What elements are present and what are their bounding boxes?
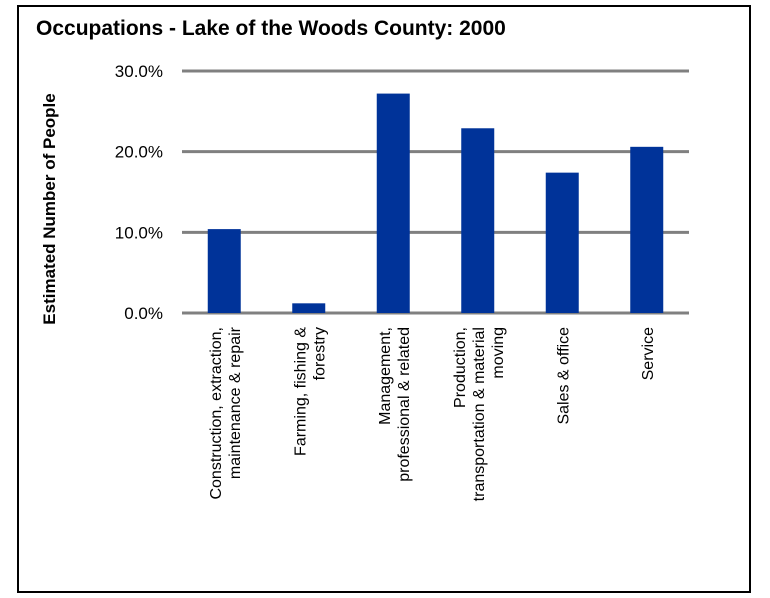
y-tick-label: 20.0% bbox=[115, 143, 163, 162]
x-tick-label: Production, transportation & material movi… bbox=[452, 327, 507, 501]
x-tick-label: Farming, fishing & forestry bbox=[292, 327, 328, 456]
x-tick-label: Sales & office bbox=[555, 327, 572, 425]
chart-title: Occupations - Lake of the Woods County: … bbox=[36, 17, 506, 40]
y-tick-label: 10.0% bbox=[115, 223, 163, 242]
bar bbox=[630, 146, 664, 313]
x-tick-label: Management, professional & related bbox=[377, 327, 413, 482]
bar bbox=[545, 172, 579, 313]
bar bbox=[376, 93, 410, 313]
bar bbox=[292, 303, 326, 313]
x-tick-label: Construction, extraction, maintenance & r… bbox=[208, 326, 244, 499]
bar bbox=[207, 229, 241, 313]
y-tick-label: 30.0% bbox=[115, 62, 163, 81]
y-tick-label: 0.0% bbox=[124, 304, 163, 323]
bar bbox=[461, 128, 495, 313]
y-axis-label: Estimated Number of People bbox=[40, 93, 59, 324]
x-tick-label: Service bbox=[640, 327, 657, 380]
